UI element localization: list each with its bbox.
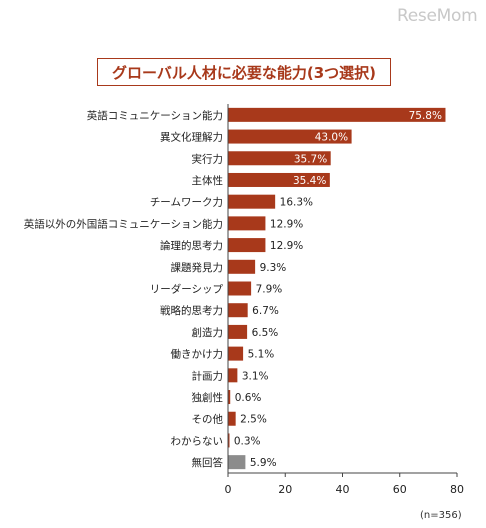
category-label: 英語コミュニケーション能力 xyxy=(87,109,223,122)
bar xyxy=(228,303,248,318)
value-label: 12.9% xyxy=(270,218,303,230)
category-label: その他 xyxy=(192,413,224,426)
value-label: 6.5% xyxy=(252,327,279,339)
x-tick-label: 40 xyxy=(336,483,350,496)
category-label: 実行力 xyxy=(192,152,224,165)
value-label: 35.7% xyxy=(294,153,327,165)
value-label: 12.9% xyxy=(270,240,303,252)
bar xyxy=(228,390,231,405)
value-label: 7.9% xyxy=(256,284,283,296)
value-label: 75.8% xyxy=(409,110,442,122)
bar xyxy=(228,281,252,296)
bar xyxy=(228,194,276,209)
category-label: リーダーシップ xyxy=(150,283,224,296)
bar xyxy=(228,238,266,253)
category-label: 課題発見力 xyxy=(171,261,224,274)
category-label: 論理的思考力 xyxy=(160,239,223,252)
category-label: 独創性 xyxy=(192,391,224,404)
value-label: 16.3% xyxy=(280,197,313,209)
bar xyxy=(228,107,446,122)
x-tick-label: 0 xyxy=(225,483,232,496)
bar xyxy=(228,411,236,426)
chart-title: グローバル人材に必要な能力(3つ選択) xyxy=(97,58,391,86)
value-label: 2.5% xyxy=(240,414,267,426)
x-tick-label: 80 xyxy=(450,483,464,496)
bar xyxy=(228,433,230,448)
value-label: 6.7% xyxy=(252,305,279,317)
value-label: 5.1% xyxy=(248,349,275,361)
category-label: チームワーク力 xyxy=(150,196,223,209)
bar xyxy=(228,259,256,274)
value-label: 43.0% xyxy=(315,132,348,144)
value-label: 35.4% xyxy=(293,175,326,187)
category-label: 創造力 xyxy=(192,326,224,339)
category-label: わからない xyxy=(171,435,224,447)
category-label: 計画力 xyxy=(192,369,224,382)
bar xyxy=(228,346,244,361)
sample-size-note: (n=356) xyxy=(420,510,462,521)
bar xyxy=(228,172,330,187)
category-label: 無回答 xyxy=(192,456,224,469)
category-label: 働きかけ力 xyxy=(171,348,224,361)
x-tick-label: 60 xyxy=(393,483,407,496)
value-label: 0.6% xyxy=(235,392,262,404)
bar xyxy=(228,129,352,144)
watermark: ReseMom xyxy=(397,6,478,26)
value-label: 0.3% xyxy=(234,435,261,447)
bar xyxy=(228,368,238,383)
bar xyxy=(228,324,248,339)
value-label: 5.9% xyxy=(250,457,277,469)
category-label: 異文化理解力 xyxy=(160,131,223,144)
bar xyxy=(228,455,246,470)
bar xyxy=(228,216,266,231)
category-label: 英語以外の外国語コミュニケーション能力 xyxy=(24,217,223,230)
bar xyxy=(228,151,331,166)
category-label: 戦略的思考力 xyxy=(160,304,223,317)
category-label: 主体性 xyxy=(192,174,224,187)
value-label: 9.3% xyxy=(260,262,287,274)
value-label: 3.1% xyxy=(242,370,269,382)
x-tick-label: 20 xyxy=(278,483,292,496)
